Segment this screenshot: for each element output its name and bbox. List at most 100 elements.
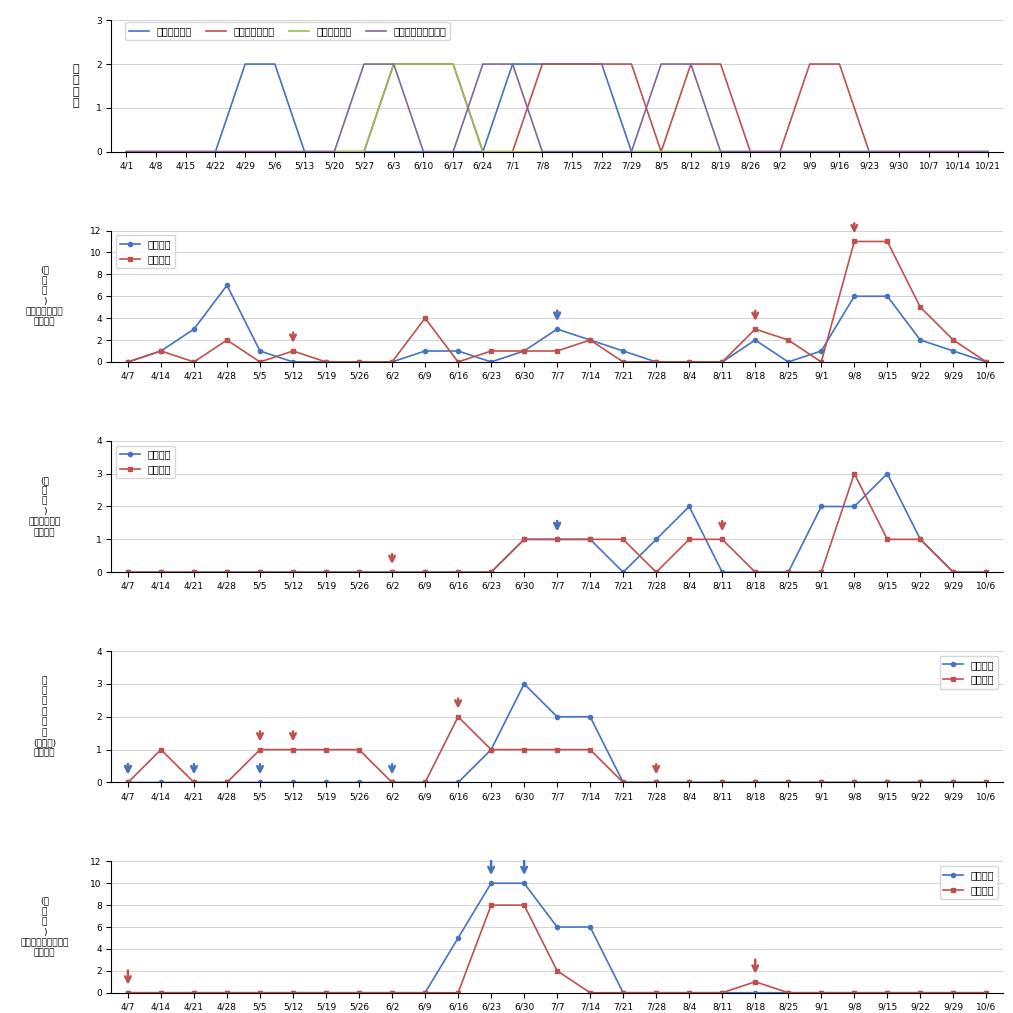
관행방제: [122, 356, 134, 368]
가두까지벌레: [388, 146, 400, 158]
복숭아심식나방: [685, 58, 697, 70]
예측방제: [485, 356, 497, 368]
복숭아순나방: [477, 146, 489, 158]
관행방제: [353, 566, 365, 578]
복숭아심식나방: [328, 146, 340, 158]
예측방제: [683, 987, 695, 999]
관행방제: [551, 533, 563, 545]
관행방제: [915, 301, 927, 313]
관행방제: [650, 776, 663, 788]
예측방제: [353, 987, 365, 999]
예측방제: [881, 468, 893, 480]
관행방제: [187, 776, 200, 788]
Line: 관행방제: 관행방제: [126, 715, 989, 784]
복숭아심식나방: [210, 146, 222, 158]
관행방제: [981, 776, 993, 788]
애모무늬잎말이나방: [388, 58, 400, 70]
복숭아순나방: [536, 146, 548, 158]
관행방제: [518, 900, 530, 912]
예측방제: [122, 356, 134, 368]
예측방제: [782, 776, 794, 788]
Line: 예측방제: 예측방제: [126, 881, 989, 995]
애모무늬잎말이나방: [358, 58, 370, 70]
예측방제: [221, 776, 233, 788]
애모무늬잎말이나방: [150, 146, 162, 158]
관행방제: [815, 566, 828, 578]
가두까지벌레: [863, 146, 875, 158]
가두까지벌레: [655, 146, 668, 158]
관행방제: [386, 987, 398, 999]
예측방제: [716, 566, 728, 578]
관행방제: [815, 356, 828, 368]
관행방제: [419, 312, 432, 324]
복숭아심식나방: [952, 146, 964, 158]
복숭아순나방: [239, 146, 251, 158]
애모무늬잎말이나방: [625, 146, 637, 158]
예측방제: [848, 290, 860, 302]
관행방제: [981, 566, 993, 578]
복숭아순나방: [388, 58, 400, 70]
예측방제: [617, 987, 629, 999]
예측방제: [386, 776, 398, 788]
가두까지벌레: [179, 146, 191, 158]
관행방제: [419, 987, 432, 999]
예측방제: [254, 776, 266, 788]
예측방제: [452, 344, 464, 357]
관행방제: [585, 744, 597, 756]
관행방제: [915, 776, 927, 788]
복숭아순나방: [685, 146, 697, 158]
관행방제: [485, 344, 497, 357]
예측방제: [915, 334, 927, 346]
복숭아순나방: [328, 146, 340, 158]
관행방제: [155, 987, 167, 999]
복숭아순나방: [447, 58, 459, 70]
복숭아순나방: [774, 146, 786, 158]
애모무늬잎말이나방: [477, 58, 489, 70]
애모무늬잎말이나방: [121, 146, 133, 158]
예측방제: [750, 566, 762, 578]
예측방제: [585, 533, 597, 545]
관행방제: [485, 566, 497, 578]
가두까지벌레: [299, 146, 311, 158]
예측방제: [617, 344, 629, 357]
애모무늬잎말이나방: [745, 146, 757, 158]
가두까지벌레: [834, 146, 846, 158]
관행방제: [320, 987, 332, 999]
복숭아순나방: [210, 146, 222, 158]
예측방제: [881, 987, 893, 999]
Legend: 가두까지벌레, 복숭아심식나방, 복숭아순나방, 애모무늬잎말이나방: 가두까지벌레, 복숭아심식나방, 복숭아순나방, 애모무늬잎말이나방: [126, 22, 450, 41]
Y-axis label: (수
고
미
)
복숭아순나방
발생수예: (수 고 미 ) 복숭아순나방 발생수예: [28, 476, 61, 537]
애모무늬잎말이나방: [774, 146, 786, 158]
관행방제: [386, 776, 398, 788]
애모무늬잎말이나방: [892, 146, 905, 158]
관행방제: [386, 566, 398, 578]
Y-axis label: 위
험
단
계: 위 험 단 계: [73, 64, 79, 108]
관행방제: [881, 987, 893, 999]
복숭아순나방: [506, 146, 519, 158]
예측방제: [683, 356, 695, 368]
관행방제: [551, 344, 563, 357]
예측방제: [419, 344, 432, 357]
복숭아심식나방: [150, 146, 162, 158]
예측방제: [650, 987, 663, 999]
애모무늬잎말이나방: [506, 58, 519, 70]
애모무늬잎말이나방: [536, 146, 548, 158]
복숭아순나방: [803, 146, 815, 158]
예측방제: [287, 566, 299, 578]
관행방제: [585, 334, 597, 346]
관행방제: [848, 776, 860, 788]
복숭아순나방: [714, 146, 726, 158]
예측방제: [585, 334, 597, 346]
가두까지벌레: [447, 146, 459, 158]
복숭아순나방: [179, 146, 191, 158]
복숭아심식나방: [358, 146, 370, 158]
예측방제: [716, 356, 728, 368]
예측방제: [650, 533, 663, 545]
관행방제: [815, 987, 828, 999]
예측방제: [750, 987, 762, 999]
예측방제: [750, 334, 762, 346]
예측방제: [122, 566, 134, 578]
예측방제: [518, 344, 530, 357]
관행방제: [947, 566, 959, 578]
Legend: 예측방제, 관행방제: 예측방제, 관행방제: [939, 866, 998, 899]
